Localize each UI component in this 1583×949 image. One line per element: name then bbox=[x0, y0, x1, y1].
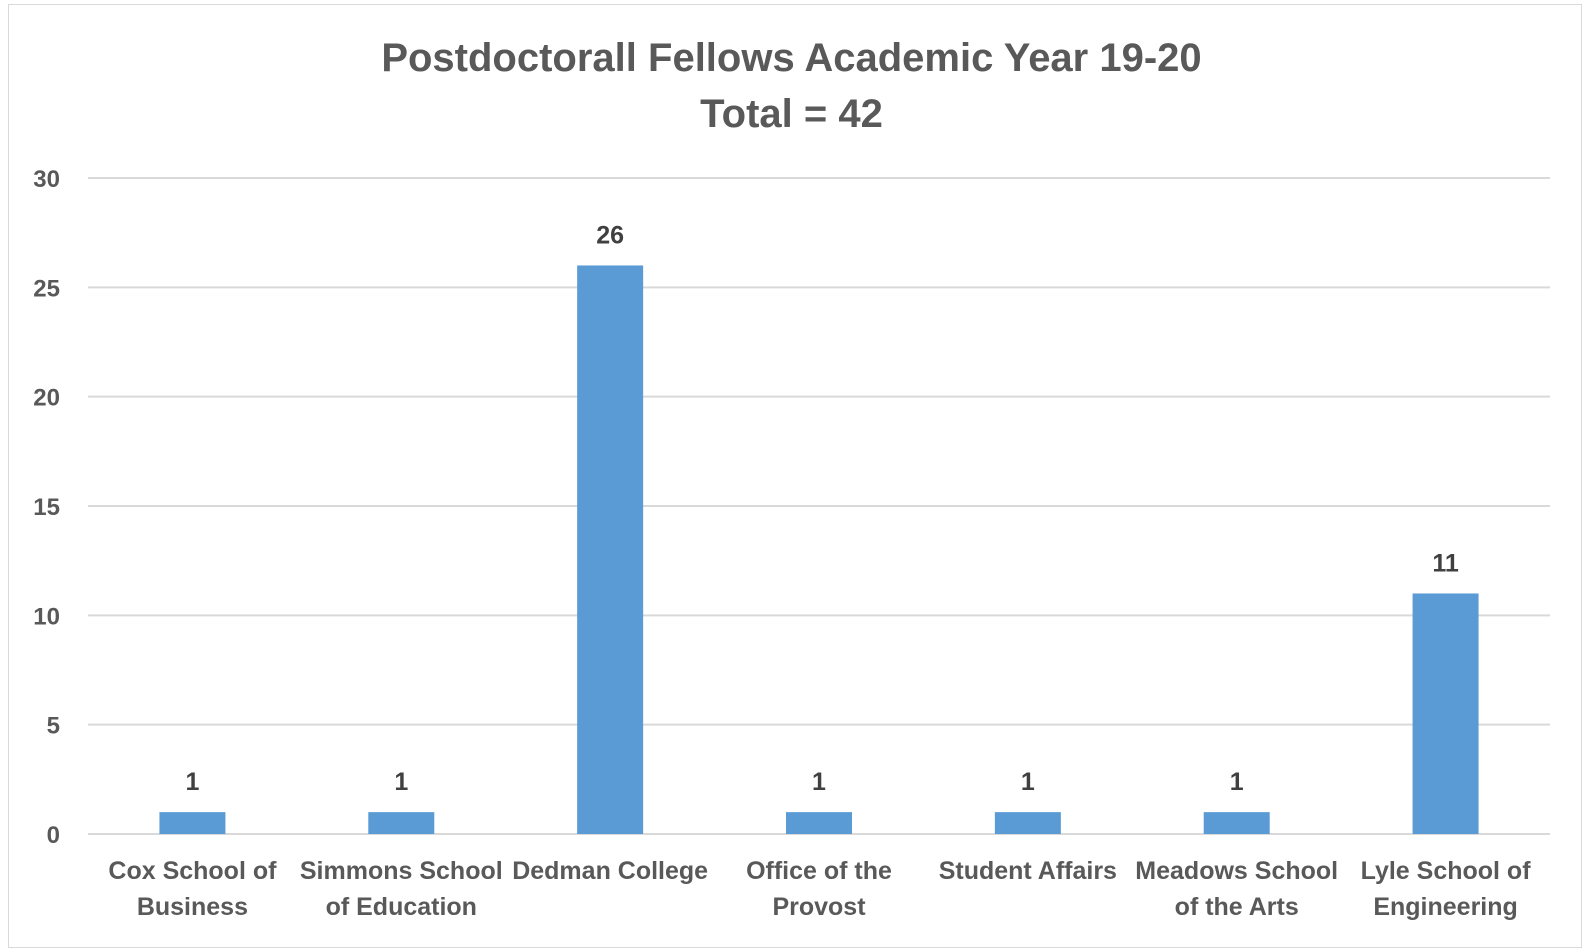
y-tick-label: 20 bbox=[33, 385, 60, 412]
chart-subtitle: Total = 42 bbox=[700, 92, 883, 136]
x-tick-label: Meadows School of the Arts bbox=[1135, 857, 1338, 921]
bar bbox=[159, 812, 226, 834]
y-tick-label: 15 bbox=[33, 494, 60, 521]
bar bbox=[368, 812, 435, 834]
x-tick-label: Office of the Provost bbox=[746, 857, 892, 921]
bar bbox=[1203, 812, 1270, 834]
y-tick-label: 30 bbox=[33, 166, 60, 193]
bar bbox=[1412, 593, 1479, 834]
x-axis-category-labels: Cox School of Business Simmons School of Ed… bbox=[108, 857, 1531, 921]
chart-title: Postdoctorall Fellows Academic Year 19-2… bbox=[381, 36, 1202, 80]
bar bbox=[577, 265, 644, 834]
data-label: 1 bbox=[394, 768, 408, 796]
x-tick-label: Cox School of Business bbox=[108, 857, 277, 921]
y-tick-label: 0 bbox=[47, 822, 60, 849]
y-tick-label: 5 bbox=[47, 713, 60, 740]
data-label: 1 bbox=[1230, 768, 1244, 796]
x-tick-label: Dedman College bbox=[512, 857, 708, 885]
data-label: 11 bbox=[1432, 549, 1459, 577]
bar bbox=[786, 812, 852, 834]
data-label: 1 bbox=[1021, 768, 1035, 796]
chart-area bbox=[8, 4, 1582, 948]
data-label: 1 bbox=[185, 768, 199, 796]
bar bbox=[994, 812, 1061, 834]
x-tick-label: Lyle School of Engineering bbox=[1361, 857, 1532, 921]
x-tick-label: Simmons School of Education bbox=[300, 857, 503, 921]
y-tick-label: 25 bbox=[33, 275, 60, 302]
bars bbox=[159, 265, 1479, 834]
gridlines bbox=[88, 177, 1550, 835]
x-tick-label: Student Affairs bbox=[939, 857, 1117, 885]
data-label: 26 bbox=[596, 221, 624, 249]
data-label: 1 bbox=[812, 768, 826, 796]
y-axis-tick-labels: 0 5 10 15 20 25 30 bbox=[33, 166, 60, 849]
y-tick-label: 10 bbox=[33, 603, 60, 630]
